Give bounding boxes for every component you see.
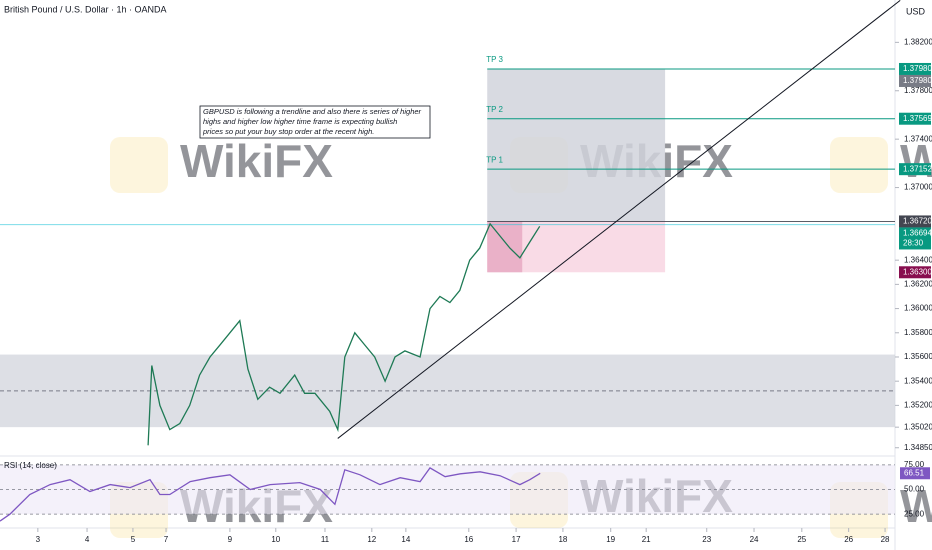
x-tick-label: 19 — [606, 535, 615, 544]
rsi-last-label: 66.51 — [904, 468, 925, 477]
y-tick-label: 1.37800 — [904, 86, 932, 95]
x-tick-label: 3 — [36, 535, 41, 544]
target-label: TP 1 — [486, 155, 503, 164]
note-box — [199, 105, 431, 139]
y-tick-label: 1.35600 — [904, 352, 932, 361]
x-tick-label: 4 — [85, 535, 90, 544]
price-label: 1.37980 — [903, 76, 932, 85]
x-tick-label: 24 — [750, 535, 759, 544]
entry-zone — [487, 221, 523, 273]
target-zone — [487, 68, 666, 222]
target-label: TP 2 — [486, 105, 503, 114]
rsi-tick-label: 25.00 — [904, 509, 925, 518]
chart-title: British Pound / U.S. Dollar · 1h · OANDA — [4, 4, 167, 14]
x-tick-label: 16 — [464, 535, 473, 544]
currency: USD — [906, 6, 926, 16]
y-tick-label: 1.36400 — [904, 255, 932, 264]
series-line — [0, 467, 541, 522]
x-tick-label: 21 — [642, 535, 651, 544]
x-tick-label: 28 — [881, 535, 890, 544]
price-label-box — [899, 163, 931, 176]
price-label-box — [899, 266, 931, 279]
price-label-box — [899, 227, 931, 250]
x-tick-label: 11 — [321, 535, 330, 544]
target-label: TP 3 — [486, 55, 503, 64]
note-line: GBPUSD is following a trendline and also… — [203, 107, 422, 116]
y-tick-label: 1.36200 — [904, 279, 932, 288]
x-tick-label: 17 — [512, 535, 521, 544]
y-tick-label: 1.36000 — [904, 304, 932, 313]
price-label-box — [899, 62, 931, 75]
price-label: 1.36300 — [903, 267, 932, 276]
price-label-box — [899, 112, 931, 125]
price-label-box — [899, 74, 931, 87]
rsi-title: RSI (14, close) — [4, 461, 57, 470]
y-tick-label: 1.38200 — [904, 37, 932, 46]
x-tick-label: 14 — [401, 535, 410, 544]
price-label: 1.36720 — [903, 217, 932, 226]
y-tick-label: 1.34850 — [904, 443, 932, 452]
x-tick-label: 23 — [702, 535, 711, 544]
y-tick-label: 1.37400 — [904, 134, 932, 143]
rsi-tick-label: 50.00 — [904, 485, 925, 494]
y-tick-label: 1.35200 — [904, 400, 932, 409]
price-label: 1.36694 — [903, 229, 932, 238]
watermark: WikiFX — [180, 135, 333, 187]
x-tick-label: 25 — [797, 535, 806, 544]
y-tick-label: 1.37000 — [904, 183, 932, 192]
trendline — [337, 0, 901, 439]
series-line — [147, 222, 541, 446]
x-tick-label: 7 — [164, 535, 169, 544]
x-tick-label: 10 — [271, 535, 280, 544]
rsi-tick-label: 75.00 — [904, 460, 925, 469]
x-tick-label: 5 — [131, 535, 136, 544]
y-tick-label: 1.35400 — [904, 376, 932, 385]
note-line: highs and higher low higher time frame i… — [203, 117, 397, 126]
rsi-last-box — [900, 467, 930, 480]
x-tick-label: 26 — [844, 535, 853, 544]
note-line: prices so put your buy stop order at the… — [202, 127, 374, 136]
y-tick-label: 1.35020 — [904, 422, 932, 431]
price-label: 1.37569 — [903, 114, 932, 123]
watermark: WikiFX — [900, 480, 932, 532]
price-label-box — [899, 215, 931, 228]
y-tick-label: 1.35800 — [904, 328, 932, 337]
watermark: WikiFX — [900, 135, 932, 187]
price-label-countdown: 28:30 — [903, 239, 924, 248]
x-tick-label: 9 — [228, 535, 233, 544]
price-label: 1.37152 — [903, 164, 932, 173]
x-tick-label: 18 — [558, 535, 567, 544]
watermark-logo — [830, 137, 888, 193]
x-tick-label: 12 — [367, 535, 376, 544]
price-label: 1.37980 — [903, 64, 932, 73]
watermark-logo — [110, 137, 168, 193]
